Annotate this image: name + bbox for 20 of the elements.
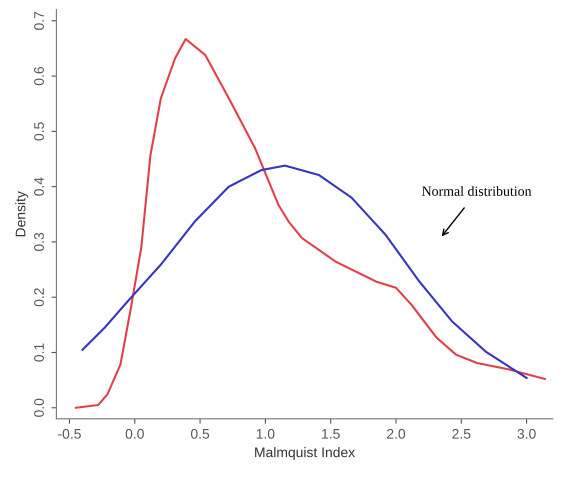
- line-series: [74, 38, 546, 409]
- x-tick-label: 1.0: [256, 428, 274, 439]
- y-tick-label: 0.1: [34, 344, 44, 362]
- x-tick-label: 0.5: [190, 428, 210, 439]
- y-tick-label: 0.3: [34, 232, 44, 252]
- x-tick-label: 0.0: [126, 428, 144, 439]
- x-axis-title: Malmquist Index: [255, 447, 355, 460]
- x-tick-label: 2.0: [387, 428, 406, 439]
- annotation: Normal distribution: [422, 186, 532, 196]
- y-axis-title: Density: [15, 191, 28, 236]
- y-tick-label: 0.7: [34, 12, 44, 30]
- x-tick-label: 3.0: [517, 428, 536, 439]
- y-tick-label: 0.0: [34, 398, 44, 417]
- x-tick-label: 2.5: [452, 428, 470, 439]
- y-tick-label: 0.2: [34, 288, 44, 306]
- y-tick-label: 0.5: [34, 122, 44, 140]
- y-tick-label: 0.4: [34, 177, 44, 196]
- x-tick-label: 1.5: [322, 429, 340, 439]
- y-tick-label: 0.6: [34, 67, 44, 86]
- x-tick-label: -0.5: [58, 428, 81, 439]
